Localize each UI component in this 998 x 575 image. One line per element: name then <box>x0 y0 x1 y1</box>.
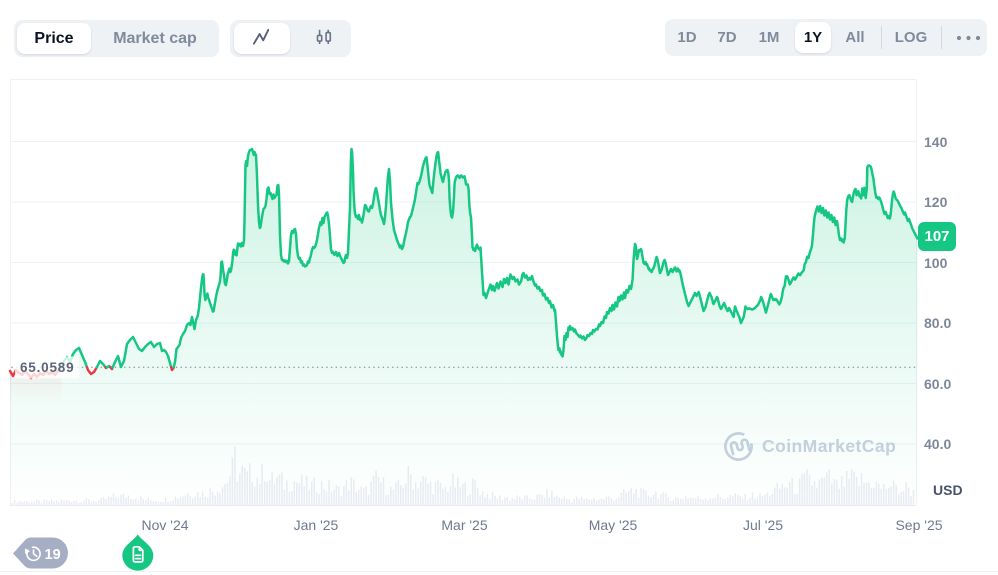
svg-text:65.0589: 65.0589 <box>20 360 74 375</box>
svg-text:19: 19 <box>45 547 61 563</box>
